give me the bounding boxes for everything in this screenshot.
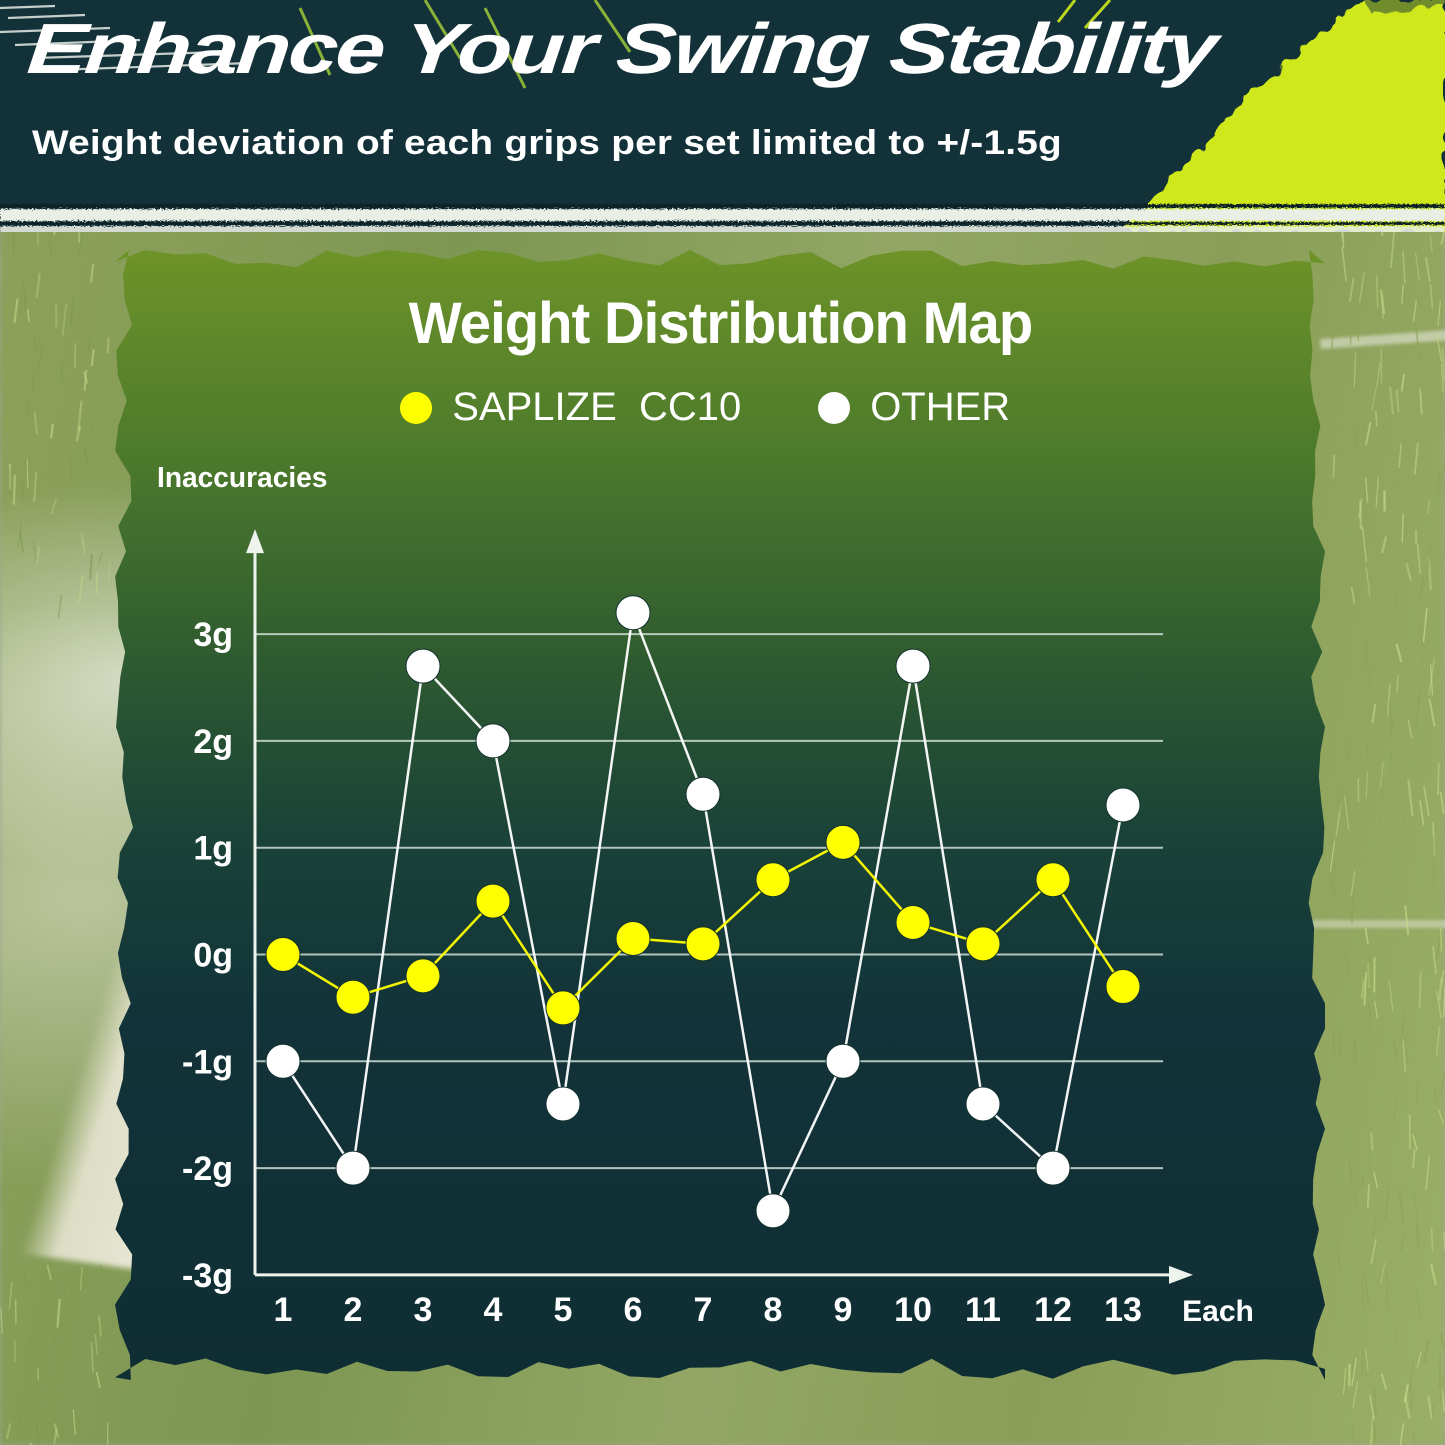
svg-text:7: 7 bbox=[694, 1291, 713, 1329]
svg-text:10: 10 bbox=[894, 1291, 932, 1329]
svg-text:8: 8 bbox=[764, 1291, 783, 1329]
svg-text:5: 5 bbox=[554, 1291, 573, 1329]
svg-text:-3g: -3g bbox=[182, 1257, 233, 1295]
svg-text:3g: 3g bbox=[193, 616, 233, 654]
svg-text:11: 11 bbox=[965, 1291, 1001, 1329]
svg-text:13: 13 bbox=[1104, 1291, 1142, 1329]
svg-text:2: 2 bbox=[344, 1291, 363, 1329]
svg-text:1: 1 bbox=[274, 1291, 293, 1329]
svg-text:0g: 0g bbox=[193, 937, 233, 975]
svg-text:9: 9 bbox=[834, 1291, 853, 1329]
svg-text:2g: 2g bbox=[193, 723, 233, 761]
svg-text:4: 4 bbox=[484, 1291, 503, 1329]
svg-text:Each: Each bbox=[1182, 1295, 1254, 1328]
svg-text:3: 3 bbox=[414, 1291, 433, 1329]
svg-text:1g: 1g bbox=[193, 830, 233, 868]
svg-text:-1g: -1g bbox=[182, 1043, 233, 1081]
svg-text:-2g: -2g bbox=[182, 1150, 233, 1188]
svg-text:6: 6 bbox=[624, 1291, 643, 1329]
svg-text:12: 12 bbox=[1034, 1291, 1072, 1329]
